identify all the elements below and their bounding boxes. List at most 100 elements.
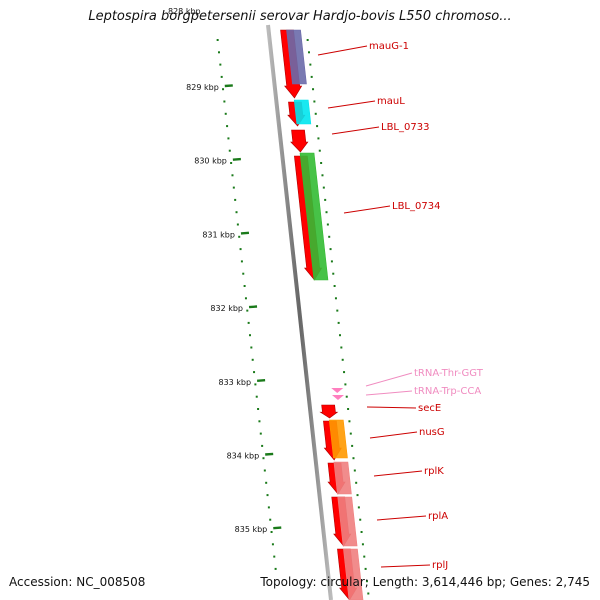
tick-dot: [324, 198, 327, 201]
leader-line: [365, 390, 413, 396]
tick-dot: [224, 112, 227, 115]
tick-dot: [222, 88, 225, 91]
tick-dot: [265, 481, 268, 484]
kbp-label: 832 kbp: [210, 304, 243, 313]
kbp-tick: [240, 231, 250, 235]
kbp-label: 831 kbp: [202, 230, 235, 239]
tick-dot: [219, 63, 222, 66]
leader-line: [317, 45, 368, 56]
kbp-label: 830 kbp: [194, 157, 227, 166]
tick-dot: [320, 162, 323, 164]
tick-dot: [246, 309, 249, 312]
tick-dot: [356, 494, 359, 497]
tick-dot: [258, 420, 261, 423]
tick-dot: [309, 63, 312, 66]
tick-dot: [351, 444, 354, 447]
tick-dot: [244, 297, 247, 300]
leader-line: [380, 564, 431, 568]
tick-dot: [322, 186, 325, 189]
kbp-label: 835 kbp: [235, 525, 268, 534]
tick-dot: [359, 518, 362, 521]
chromosome-backbone: [266, 24, 333, 600]
kbp-label: 829 kbp: [186, 83, 219, 92]
tick-dot: [239, 248, 242, 251]
tick-dot: [271, 543, 274, 546]
tick-dot: [348, 420, 351, 423]
leader-line: [343, 205, 391, 214]
cds-sece: [319, 404, 339, 419]
tick-dot: [338, 334, 341, 337]
accession-text: Accession: NC_008508: [9, 575, 146, 589]
tick-dot: [357, 506, 360, 509]
tick-dot: [262, 457, 265, 460]
tick-dot: [220, 75, 223, 78]
gene-label-maug-1: mauG-1: [369, 41, 409, 52]
tick-dot: [259, 432, 262, 435]
kbp-scale: 828 kbp 829 kbp 830 kbp 831 kbp 832 kbp 833 k…: [168, 7, 282, 534]
tick-dot: [242, 272, 245, 275]
tick-dot: [257, 408, 260, 410]
tick-dot: [360, 531, 363, 533]
tick-dot: [232, 186, 235, 189]
tick-dot: [267, 506, 270, 509]
tick-dot: [310, 75, 313, 78]
tick-dot: [330, 260, 333, 263]
tick-dot: [347, 408, 350, 410]
cog-bar-lbl-0734: [299, 152, 329, 281]
kbp-tick: [224, 84, 233, 88]
tick-dot: [345, 395, 348, 398]
tick-dot: [269, 518, 272, 521]
gene-label-rplk: rplK: [424, 466, 444, 477]
tick-dot: [318, 149, 321, 152]
leader-line: [366, 406, 417, 409]
tick-dot: [270, 531, 273, 533]
tick-dot: [227, 137, 230, 140]
tick-dot: [316, 125, 319, 128]
tick-dot: [333, 285, 336, 287]
tick-dot: [253, 371, 256, 374]
kbp-tick: [232, 157, 241, 161]
tick-dot: [263, 469, 266, 472]
tick-dot: [312, 88, 315, 91]
tick-dot: [228, 149, 231, 152]
cog-bar-rplj: [343, 548, 364, 600]
gene-label-trna-trp-cca: tRNA-Trp-CCA: [414, 386, 481, 397]
kbp-tick: [273, 526, 282, 530]
tick-dot: [274, 567, 277, 570]
cog-bar-maug-1: [286, 29, 307, 85]
tick-dot: [328, 235, 331, 238]
leader-line: [376, 515, 427, 521]
kbp-label-cut: 828 kbp: [168, 7, 201, 16]
tick-dot: [341, 358, 344, 361]
tick-dot: [255, 395, 258, 398]
tick-dot: [226, 125, 229, 128]
tick-dot: [352, 457, 355, 460]
kbp-tick: [257, 379, 266, 382]
gene-features: [280, 29, 364, 600]
tick-dot: [306, 39, 309, 41]
gene-label-nusg: nusG: [419, 427, 445, 438]
genome-summary: Topology: circular; Length: 3,614,446 bp…: [260, 575, 590, 589]
tick-dot: [337, 321, 340, 324]
tick-dot: [261, 444, 264, 447]
map-title: Leptospira borgpetersenii serovar Hardjo…: [88, 9, 512, 24]
tick-dot: [325, 211, 328, 214]
tick-dot: [243, 285, 246, 287]
tick-dot: [217, 51, 220, 54]
tick-dot: [238, 235, 241, 238]
tick-dot: [250, 346, 253, 349]
tick-dot: [355, 481, 358, 484]
tick-dot: [307, 51, 310, 54]
tick-dot: [340, 346, 343, 349]
gene-label-rpla: rplA: [428, 511, 448, 522]
tick-dots-outer: [306, 39, 370, 595]
tick-dot: [216, 39, 219, 41]
tick-dot: [326, 223, 329, 226]
tick-dot: [314, 112, 317, 115]
tick-dot: [361, 543, 364, 546]
tick-dot: [273, 555, 276, 558]
cog-bar-rplk: [333, 461, 352, 495]
tick-dot: [332, 272, 335, 275]
cog-bar-rpla: [337, 496, 358, 547]
